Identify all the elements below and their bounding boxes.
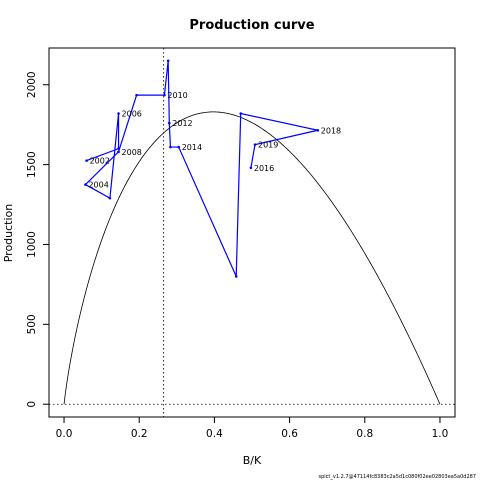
x-tick-label: 0.0 bbox=[56, 428, 73, 440]
data-point bbox=[108, 196, 112, 200]
year-label: 2010 bbox=[167, 91, 187, 100]
x-tick-label: 0.6 bbox=[281, 428, 298, 440]
year-label: 2006 bbox=[122, 109, 142, 118]
x-tick-label: 1.0 bbox=[432, 428, 449, 440]
plot-frame bbox=[48, 47, 456, 418]
x-axis-label: B/K bbox=[243, 454, 262, 467]
observed-series-layer: 2002 2006 2004 2008 2010 2012 2014 2018 2019 2016 bbox=[84, 59, 341, 278]
data-point bbox=[249, 166, 253, 170]
y-tick-label: 2000 bbox=[26, 71, 38, 98]
data-point bbox=[166, 59, 170, 63]
year-label: 2002 bbox=[90, 157, 110, 166]
reference-lines bbox=[49, 48, 455, 417]
x-tick-label: 0.4 bbox=[206, 428, 223, 440]
production-curve-layer bbox=[63, 111, 441, 405]
year-label: 2012 bbox=[172, 119, 192, 128]
production-curve bbox=[63, 111, 441, 405]
version-footnote: spict_v1.2.7@47114fc8383c2a5d1c080f02ee0… bbox=[319, 474, 477, 480]
data-point bbox=[117, 147, 120, 150]
chart-title: Production curve bbox=[189, 18, 314, 33]
year-label: 2018 bbox=[321, 126, 341, 135]
year-label: 2004 bbox=[88, 181, 108, 190]
data-point bbox=[316, 128, 320, 132]
y-tick-label: 0 bbox=[26, 401, 38, 408]
year-label: 2016 bbox=[254, 164, 274, 173]
data-point bbox=[239, 112, 243, 115]
x-axis: 0.0 0.2 0.4 0.6 0.8 1.0 bbox=[56, 416, 449, 440]
y-tick-label: 1500 bbox=[26, 151, 38, 178]
data-point bbox=[85, 159, 88, 162]
data-point bbox=[117, 150, 120, 154]
data-point bbox=[163, 93, 166, 97]
x-tick-label: 0.8 bbox=[356, 428, 373, 440]
y-axis: 0 500 1000 1500 2000 bbox=[26, 71, 50, 408]
data-point bbox=[117, 112, 120, 115]
year-label: 2019 bbox=[258, 141, 278, 150]
series-line bbox=[84, 60, 318, 277]
data-point bbox=[253, 143, 257, 146]
x-tick-label: 0.2 bbox=[131, 428, 148, 440]
data-point bbox=[135, 93, 138, 97]
y-tick-label: 1000 bbox=[26, 231, 38, 258]
data-point bbox=[177, 145, 180, 149]
data-point bbox=[84, 183, 87, 186]
y-tick-label: 500 bbox=[26, 314, 38, 334]
year-label: 2008 bbox=[122, 148, 142, 157]
data-point bbox=[169, 145, 172, 149]
data-point bbox=[167, 121, 171, 125]
year-label: 2014 bbox=[182, 143, 202, 152]
data-point bbox=[234, 275, 238, 278]
y-axis-label: Production bbox=[2, 204, 15, 263]
